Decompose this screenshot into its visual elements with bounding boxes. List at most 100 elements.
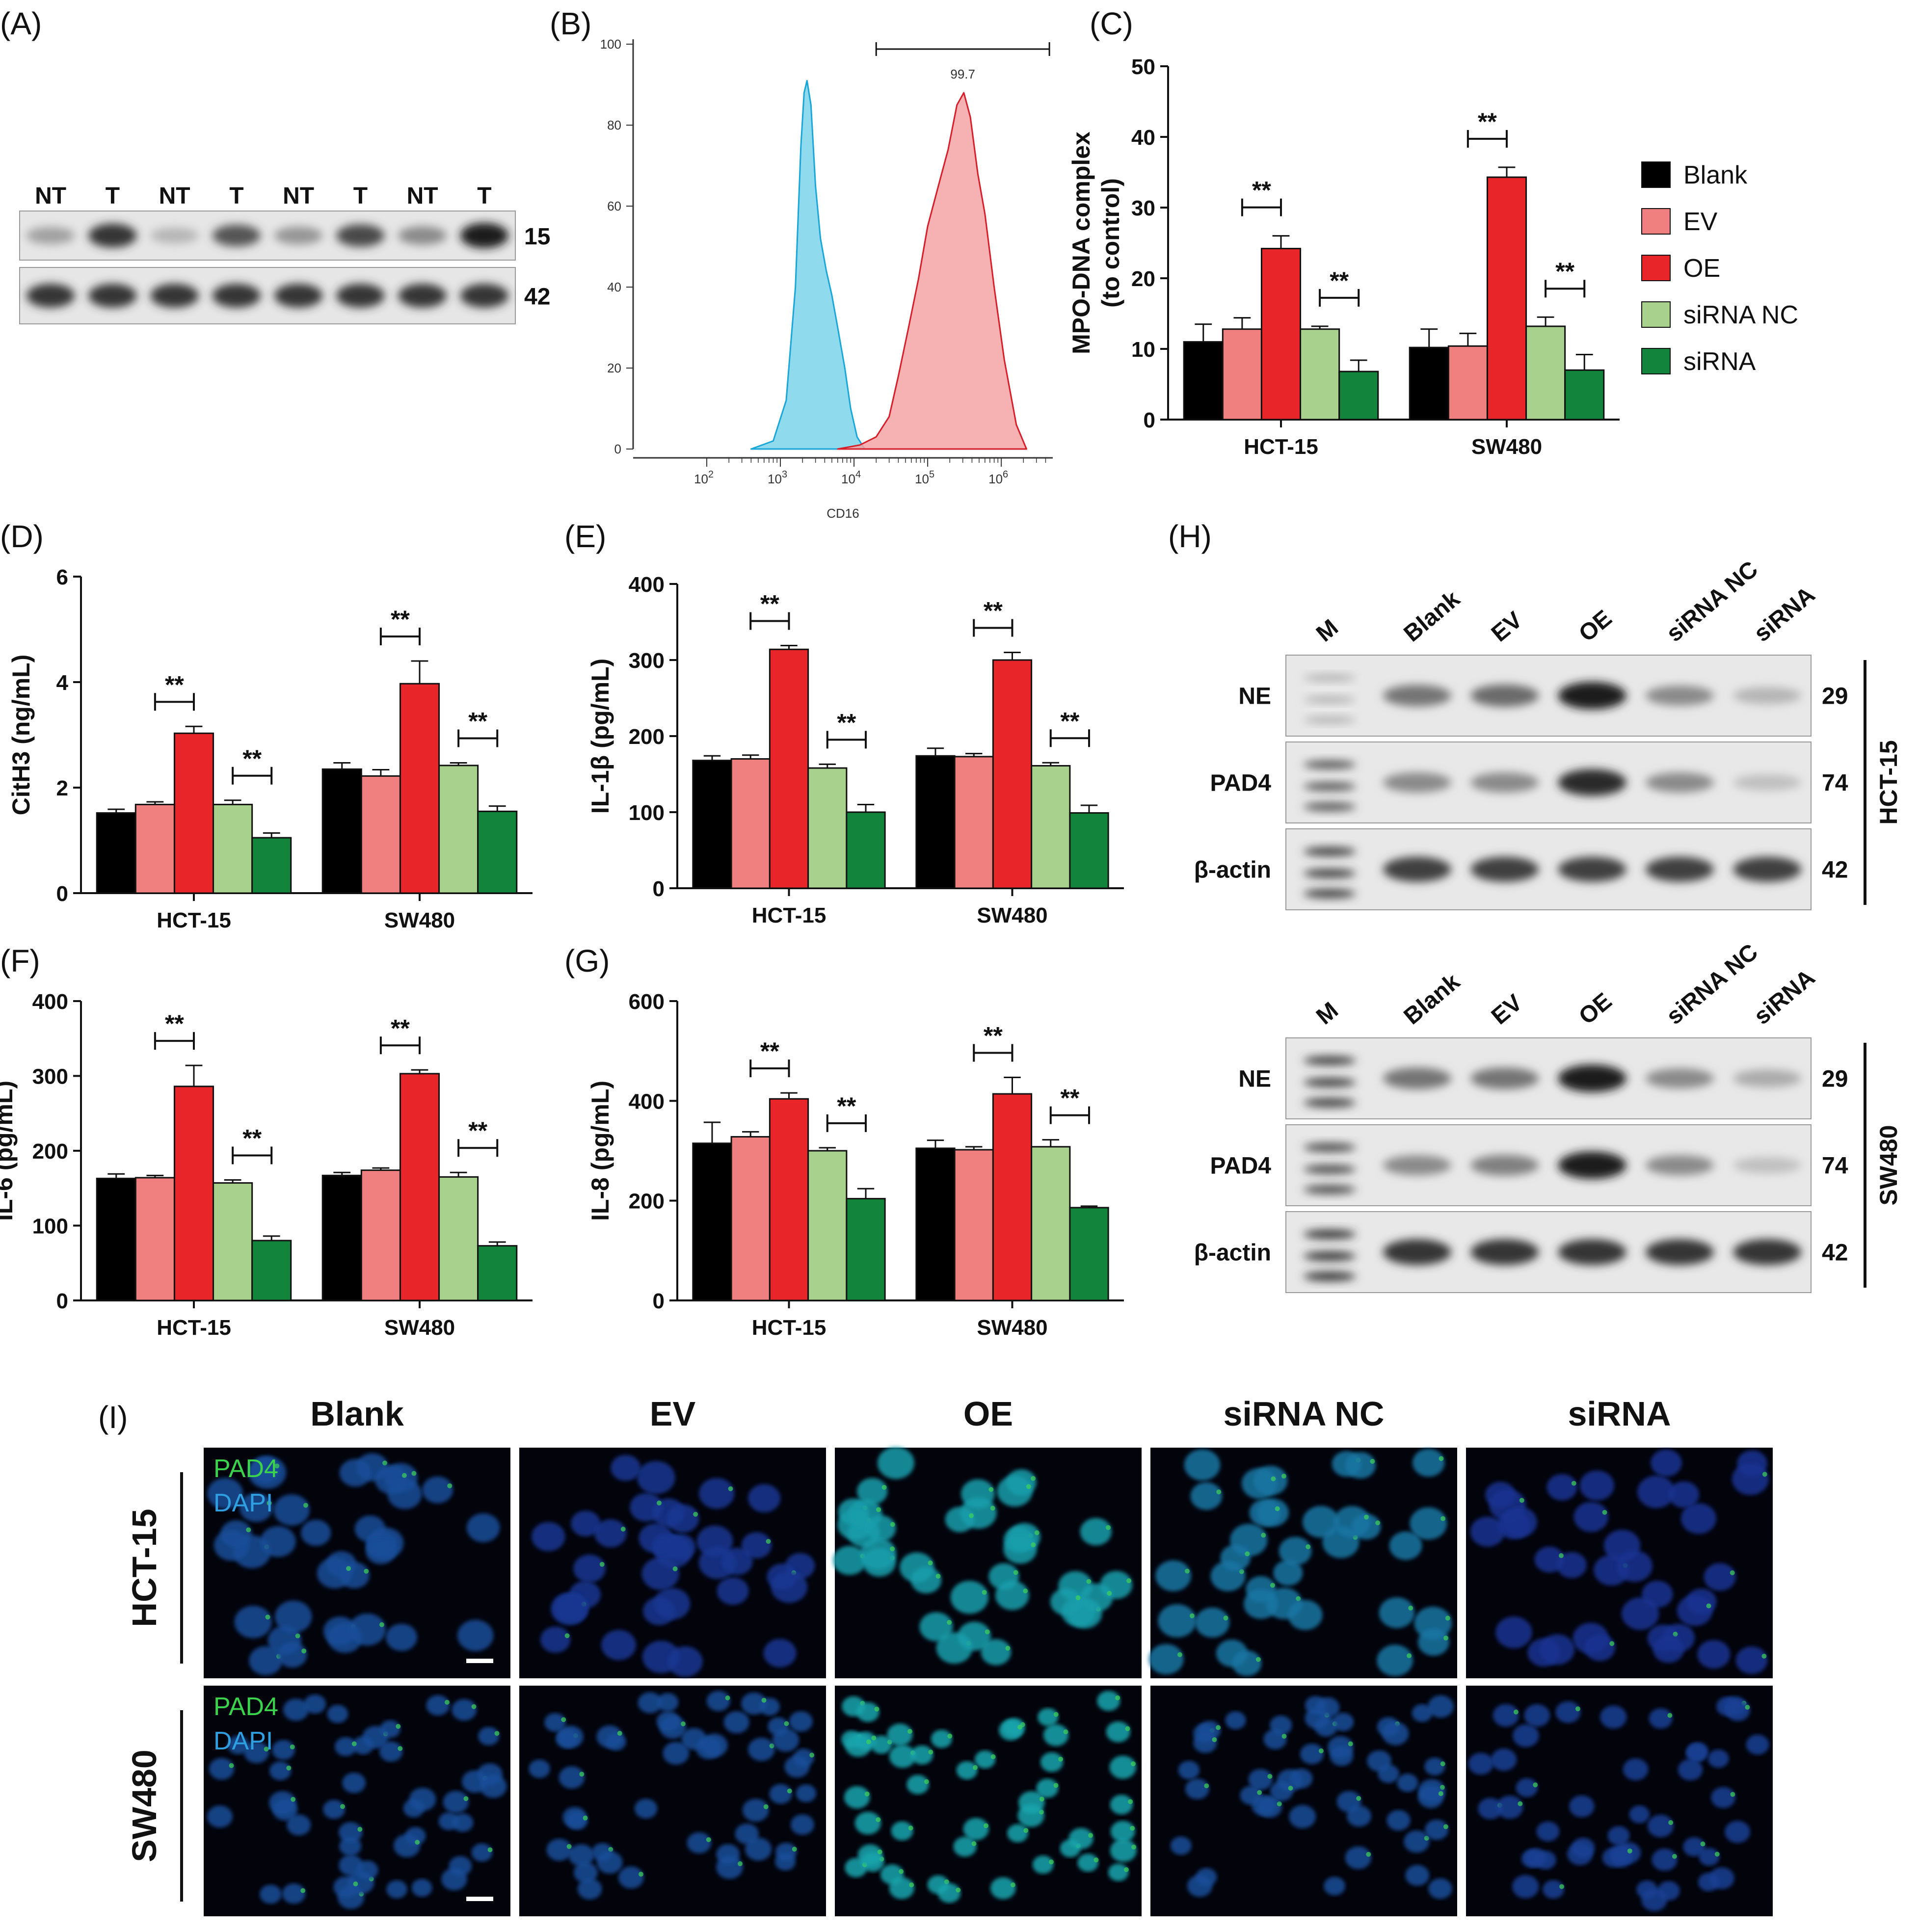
if-cell-nucleus — [239, 1493, 273, 1522]
if-cell-nucleus — [1244, 1589, 1279, 1619]
if-pad4-speck — [300, 1888, 306, 1893]
if-column-header: siRNA — [1568, 1395, 1671, 1433]
if-cell-nucleus — [1382, 1722, 1409, 1746]
if-cell-nucleus — [287, 1814, 311, 1836]
if-cell-nucleus — [1345, 1452, 1376, 1479]
if-cell-nucleus — [379, 1741, 403, 1762]
blot-h-kda-label: 29 — [1822, 684, 1848, 710]
if-cell-nucleus — [1178, 1761, 1200, 1779]
if-pad4-speck — [340, 1804, 346, 1809]
blot-h-lane-label: siRNA — [1749, 964, 1820, 1030]
if-cell-nucleus — [717, 1577, 749, 1605]
if-pad4-speck — [561, 1717, 566, 1722]
if-pad4-speck — [935, 1573, 941, 1579]
blot-a-lane-label: T — [229, 183, 243, 209]
blot-a-band — [336, 284, 385, 308]
blot-h-row-label: PAD4 — [1210, 1153, 1272, 1179]
if-cell-nucleus — [1470, 1516, 1505, 1547]
bar — [477, 1245, 518, 1301]
bar — [807, 1150, 848, 1301]
if-cell-nucleus — [1746, 1734, 1769, 1755]
bar-chart-c: 0 10 20 30 40 50 HCT-15 ** ** SW480 ** ** MPO-DNA co… — [1067, 55, 1620, 459]
if-cell-nucleus — [1097, 1691, 1120, 1711]
blot-a-band — [88, 223, 137, 248]
y-tick-label: 30 — [1131, 196, 1155, 220]
bar — [992, 1093, 1033, 1301]
y-tick-label: 0 — [56, 1289, 68, 1313]
if-pad4-speck — [725, 1695, 730, 1700]
if-pad4-speck — [274, 1463, 280, 1469]
if-pad4-speck — [907, 1729, 912, 1734]
bar — [1222, 328, 1262, 421]
if-cell-nucleus — [1607, 1826, 1630, 1846]
if-pad4-speck — [784, 1721, 789, 1726]
if-cell-nucleus — [1158, 1604, 1197, 1638]
if-pad4-speck — [1408, 1605, 1413, 1611]
if-cell-nucleus — [249, 1646, 283, 1675]
significance-bracket — [232, 1146, 273, 1164]
if-cell-nucleus — [411, 1879, 432, 1897]
if-pad4-speck — [1609, 1641, 1615, 1646]
if-cell-nucleus — [1220, 1544, 1251, 1571]
if-pad4-speck — [908, 1826, 913, 1831]
if-cell-nucleus — [687, 1832, 712, 1853]
if-cell-nucleus — [1697, 1640, 1731, 1669]
blot-h-marker-band — [1303, 1143, 1356, 1152]
if-pad4-speck — [1559, 1884, 1565, 1889]
if-cell-nucleus — [274, 1600, 312, 1633]
if-cell-nucleus — [1397, 1773, 1418, 1792]
blot-a-band — [274, 226, 323, 245]
bar — [1069, 812, 1109, 889]
y-tick-label: 400 — [629, 573, 665, 597]
if-pad4-speck — [988, 1487, 994, 1492]
bar — [96, 1177, 136, 1301]
panel-label-e: (E) — [564, 519, 606, 554]
y-tick-label: 6 — [56, 565, 68, 589]
if-cell-nucleus — [999, 1720, 1023, 1741]
if-cell-nucleus — [865, 1515, 896, 1542]
if-cell-nucleus — [452, 1813, 474, 1832]
if-cell-nucleus — [1405, 1865, 1430, 1886]
if-pad4-speck — [899, 1869, 904, 1874]
if-pad4-speck — [1270, 1583, 1276, 1588]
if-cell-nucleus — [220, 1520, 252, 1548]
blot-a-band — [88, 284, 137, 308]
blot-h-marker-band — [1303, 869, 1356, 878]
if-pad4-speck — [1706, 1603, 1711, 1609]
blot-h-marker-band — [1303, 1271, 1356, 1281]
significance-mark: ** — [468, 1117, 487, 1144]
significance-mark: ** — [984, 597, 1003, 625]
blot-a-lane-label: T — [106, 183, 120, 209]
blot-a-band — [274, 284, 323, 308]
if-pad4-speck — [1031, 1542, 1036, 1548]
significance-mark: ** — [760, 1037, 779, 1065]
if-pad4-speck — [1281, 1474, 1286, 1479]
if-cell-nucleus — [931, 1729, 952, 1748]
if-cell-nucleus — [1106, 1721, 1130, 1743]
blot-h-band — [1558, 682, 1626, 710]
blot-h-marker-band — [1303, 782, 1356, 791]
if-cell-nucleus — [1704, 1563, 1736, 1591]
if-cell-nucleus — [1248, 1769, 1273, 1790]
blot-h-lane-label: OE — [1574, 988, 1617, 1030]
if-cell-nucleus — [716, 1844, 740, 1865]
if-pad4-speck — [864, 1791, 870, 1797]
if-cell-nucleus — [1302, 1506, 1339, 1538]
if-cell-nucleus — [857, 1844, 883, 1866]
legend-swatch — [1641, 208, 1671, 235]
if-pad4-speck — [447, 1483, 453, 1488]
flow-x-tick-label: 103 — [768, 469, 787, 486]
if-pad4-speck — [617, 1731, 622, 1736]
if-pad4-speck — [680, 1721, 686, 1726]
if-cell-nucleus — [1491, 1748, 1517, 1771]
legend-swatch — [1641, 161, 1671, 188]
if-pad4-speck — [866, 1739, 871, 1745]
if-cell-nucleus — [1288, 1600, 1323, 1630]
if-cell-nucleus — [1050, 1588, 1082, 1615]
if-pad4-speck — [1288, 1785, 1293, 1791]
if-pad4-speck — [1348, 1741, 1353, 1747]
if-pad4-speck — [990, 1754, 996, 1759]
if-pad4-speck — [1275, 1506, 1280, 1511]
panel-label-i: (I) — [98, 1400, 128, 1435]
